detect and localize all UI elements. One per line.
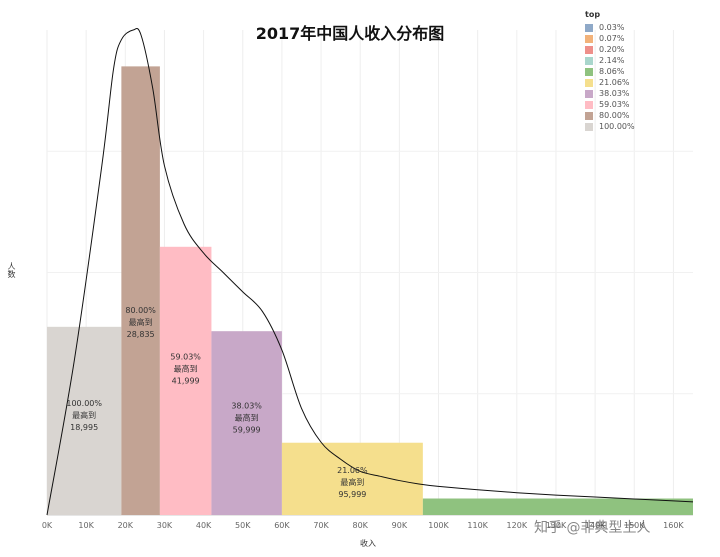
bar-label: 最高到 [235, 412, 259, 422]
legend-label: 80.00% [599, 111, 630, 120]
bar [281, 442, 423, 515]
legend-item: 80.00% [585, 110, 635, 121]
x-axis-ticks: 0K 10K 20K 30K 40K 50K 60K 70K 80K 90K 100K 110K 120… [42, 521, 685, 530]
bar-label: 最高到 [72, 410, 96, 420]
bar [121, 66, 160, 515]
bar-label: 最高到 [340, 477, 364, 487]
bars-layer [47, 66, 693, 516]
x-tick-label: 160K [663, 521, 684, 530]
legend-item: 0.20% [585, 44, 635, 55]
bar-label: 80.00% [125, 306, 156, 315]
x-tick-label: 100K [428, 521, 449, 530]
legend-label: 0.20% [599, 45, 625, 54]
legend-swatch [585, 23, 593, 32]
bar-label: 41,999 [172, 376, 200, 385]
legend-swatch [585, 56, 593, 65]
legend-item: 100.00% [585, 121, 635, 132]
legend-label: 0.07% [599, 34, 625, 43]
legend-item: 8.06% [585, 66, 635, 77]
legend-item: 59.03% [585, 99, 635, 110]
legend-item: 38.03% [585, 88, 635, 99]
legend-item: 0.07% [585, 33, 635, 44]
legend-items: 0.03% 0.07% 0.20% 2.14% 8.06% 21.06% 38.03% 59.… [585, 22, 635, 132]
y-axis-label: 人数 [7, 262, 16, 278]
legend-label: 8.06% [599, 67, 625, 76]
x-tick-label: 20K [118, 521, 134, 530]
chart-title: 2017年中国人收入分布图 [255, 24, 445, 43]
bar-label: 59,999 [233, 425, 261, 434]
bar [47, 326, 122, 515]
legend-swatch [585, 34, 593, 43]
bar-label: 95,999 [338, 490, 366, 499]
legend-label: 0.03% [599, 23, 625, 32]
bar-label: 28,835 [127, 330, 155, 339]
legend-label: 2.14% [599, 56, 625, 65]
bar-label: 最高到 [174, 363, 198, 373]
x-axis-label: 收入 [360, 539, 376, 548]
bar-label: 38.03% [231, 401, 262, 410]
bar [159, 246, 212, 516]
x-tick-label: 50K [235, 521, 251, 530]
x-tick-label: 0K [42, 521, 53, 530]
curve-layer [46, 27, 694, 516]
legend-swatch [585, 45, 593, 54]
legend-item: 0.03% [585, 22, 635, 33]
legend-swatch [585, 78, 593, 87]
x-tick-label: 60K [274, 521, 290, 530]
legend-label: 38.03% [599, 89, 630, 98]
bar-label: 最高到 [129, 317, 153, 327]
bar [422, 498, 693, 515]
bar-label: 100.00% [66, 399, 102, 408]
x-tick-label: 140K [585, 521, 606, 530]
x-tick-label: 150K [624, 521, 645, 530]
x-tick-label: 30K [157, 521, 173, 530]
legend-swatch [585, 67, 593, 76]
x-tick-label: 120K [507, 521, 528, 530]
x-tick-label: 10K [78, 521, 94, 530]
bar-labels-layer: 100.00% 最高到 18,995 80.00% 最高到 28,835 59.03% 最高到… [66, 306, 368, 499]
bar-label: 59.03% [170, 352, 201, 361]
bar-label: 18,995 [70, 423, 98, 432]
gridlines [46, 30, 693, 516]
legend-title: top [585, 10, 601, 19]
bar [211, 331, 282, 515]
x-tick-label: 130K [546, 521, 567, 530]
legend-item: 21.06% [585, 77, 635, 88]
x-tick-label: 70K [313, 521, 329, 530]
legend-item: 2.14% [585, 55, 635, 66]
legend-label: 21.06% [599, 78, 630, 87]
x-tick-label: 40K [196, 521, 212, 530]
legend-swatch [585, 122, 593, 131]
x-tick-label: 110K [467, 521, 488, 530]
legend: top 0.03% 0.07% 0.20% 2.14% 8.06% 21.06% 38.03… [585, 10, 635, 132]
legend-swatch [585, 111, 593, 120]
x-tick-label: 80K [352, 521, 368, 530]
legend-label: 59.03% [599, 100, 630, 109]
density-curve [46, 27, 694, 516]
x-tick-label: 90K [392, 521, 408, 530]
bar-label: 21.06% [337, 466, 368, 475]
legend-swatch [585, 100, 593, 109]
legend-swatch [585, 89, 593, 98]
legend-label: 100.00% [599, 122, 635, 131]
watermark: 知乎 @非典型土人 [534, 520, 651, 536]
